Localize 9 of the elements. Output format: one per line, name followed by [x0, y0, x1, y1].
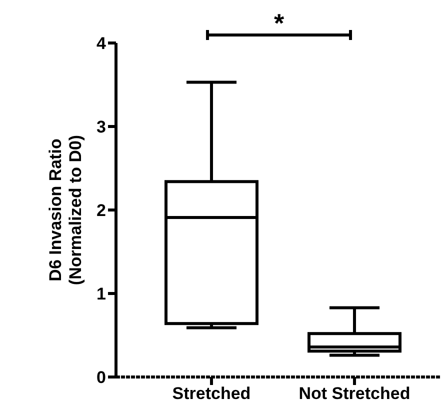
y-tick-label: 3	[96, 118, 106, 137]
text: *	[274, 8, 285, 38]
y-tick-label: 1	[96, 284, 106, 304]
y-tick-label: 4	[96, 34, 107, 54]
x-tick-label: Not Stretched	[298, 384, 410, 404]
x-tick-label: Stretched	[172, 384, 251, 404]
y-tick-label: 2	[96, 201, 106, 220]
y-tick-label: 0	[96, 368, 106, 388]
y-axis-title: D6 Invasion Ratio (Normalized to D0)	[46, 134, 85, 286]
